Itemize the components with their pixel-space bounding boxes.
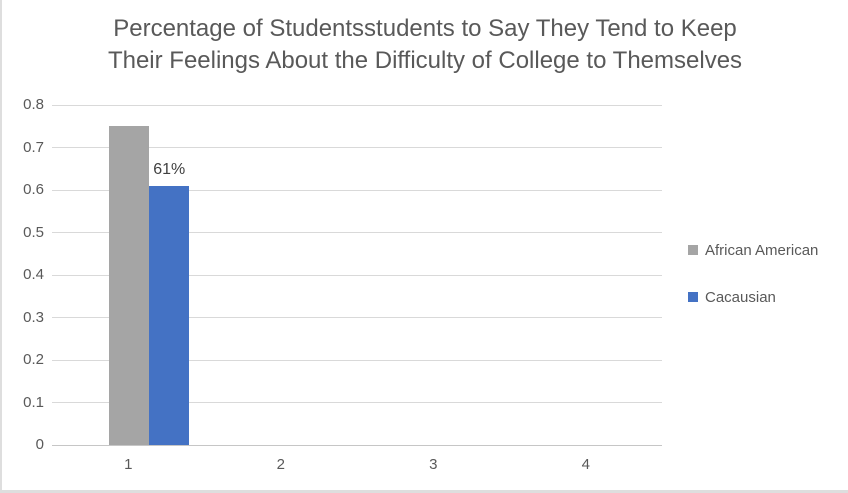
y-axis-tick-label: 0 (35, 436, 44, 453)
gridline (52, 359, 662, 361)
gridline (52, 232, 662, 233)
legend-marker-square-icon (688, 292, 698, 302)
y-axis-tick-label: 0.5 (23, 223, 44, 241)
y-axis-tick-label: 0.4 (23, 266, 44, 283)
y-axis-tick-label: 0.7 (23, 138, 44, 156)
chart-title: Percentage of Studentsstudents to Say Th… (2, 13, 848, 77)
bar-african-american (109, 126, 150, 445)
legend-item-cacausian: Cacausian (688, 287, 776, 307)
gridline (52, 104, 662, 106)
y-axis-tick-label: 0.2 (23, 351, 44, 368)
gridline (52, 189, 662, 191)
x-axis-line (52, 444, 662, 446)
x-axis-category-label: 3 (429, 456, 438, 473)
legend-label-african-american: African American (705, 241, 819, 259)
bar-cacausian (149, 185, 190, 445)
gridline (52, 402, 662, 403)
y-axis-tick-label: 0.8 (23, 96, 44, 113)
legend-label-cacausian: Cacausian (705, 288, 776, 306)
chart-title-line2: Their Feelings About the Difficulty of C… (107, 47, 743, 74)
y-axis-tick-label: 0.1 (23, 393, 44, 411)
x-axis-category-label: 1 (124, 456, 133, 473)
gridline (52, 274, 662, 276)
legend-marker-square-icon (688, 245, 698, 255)
x-axis-category-label: 4 (581, 456, 590, 473)
y-axis-tick-label: 0.6 (23, 181, 44, 198)
gridline (52, 147, 662, 148)
y-axis-tick-label: 0.3 (23, 308, 44, 326)
bar-data-label: 61% (153, 160, 186, 178)
legend-item-african-american: African American (688, 240, 818, 260)
x-axis-category-label: 2 (276, 456, 285, 473)
gridline (52, 317, 662, 318)
chart-title-line1: Percentage of Studentsstudents to Say Th… (113, 15, 737, 42)
